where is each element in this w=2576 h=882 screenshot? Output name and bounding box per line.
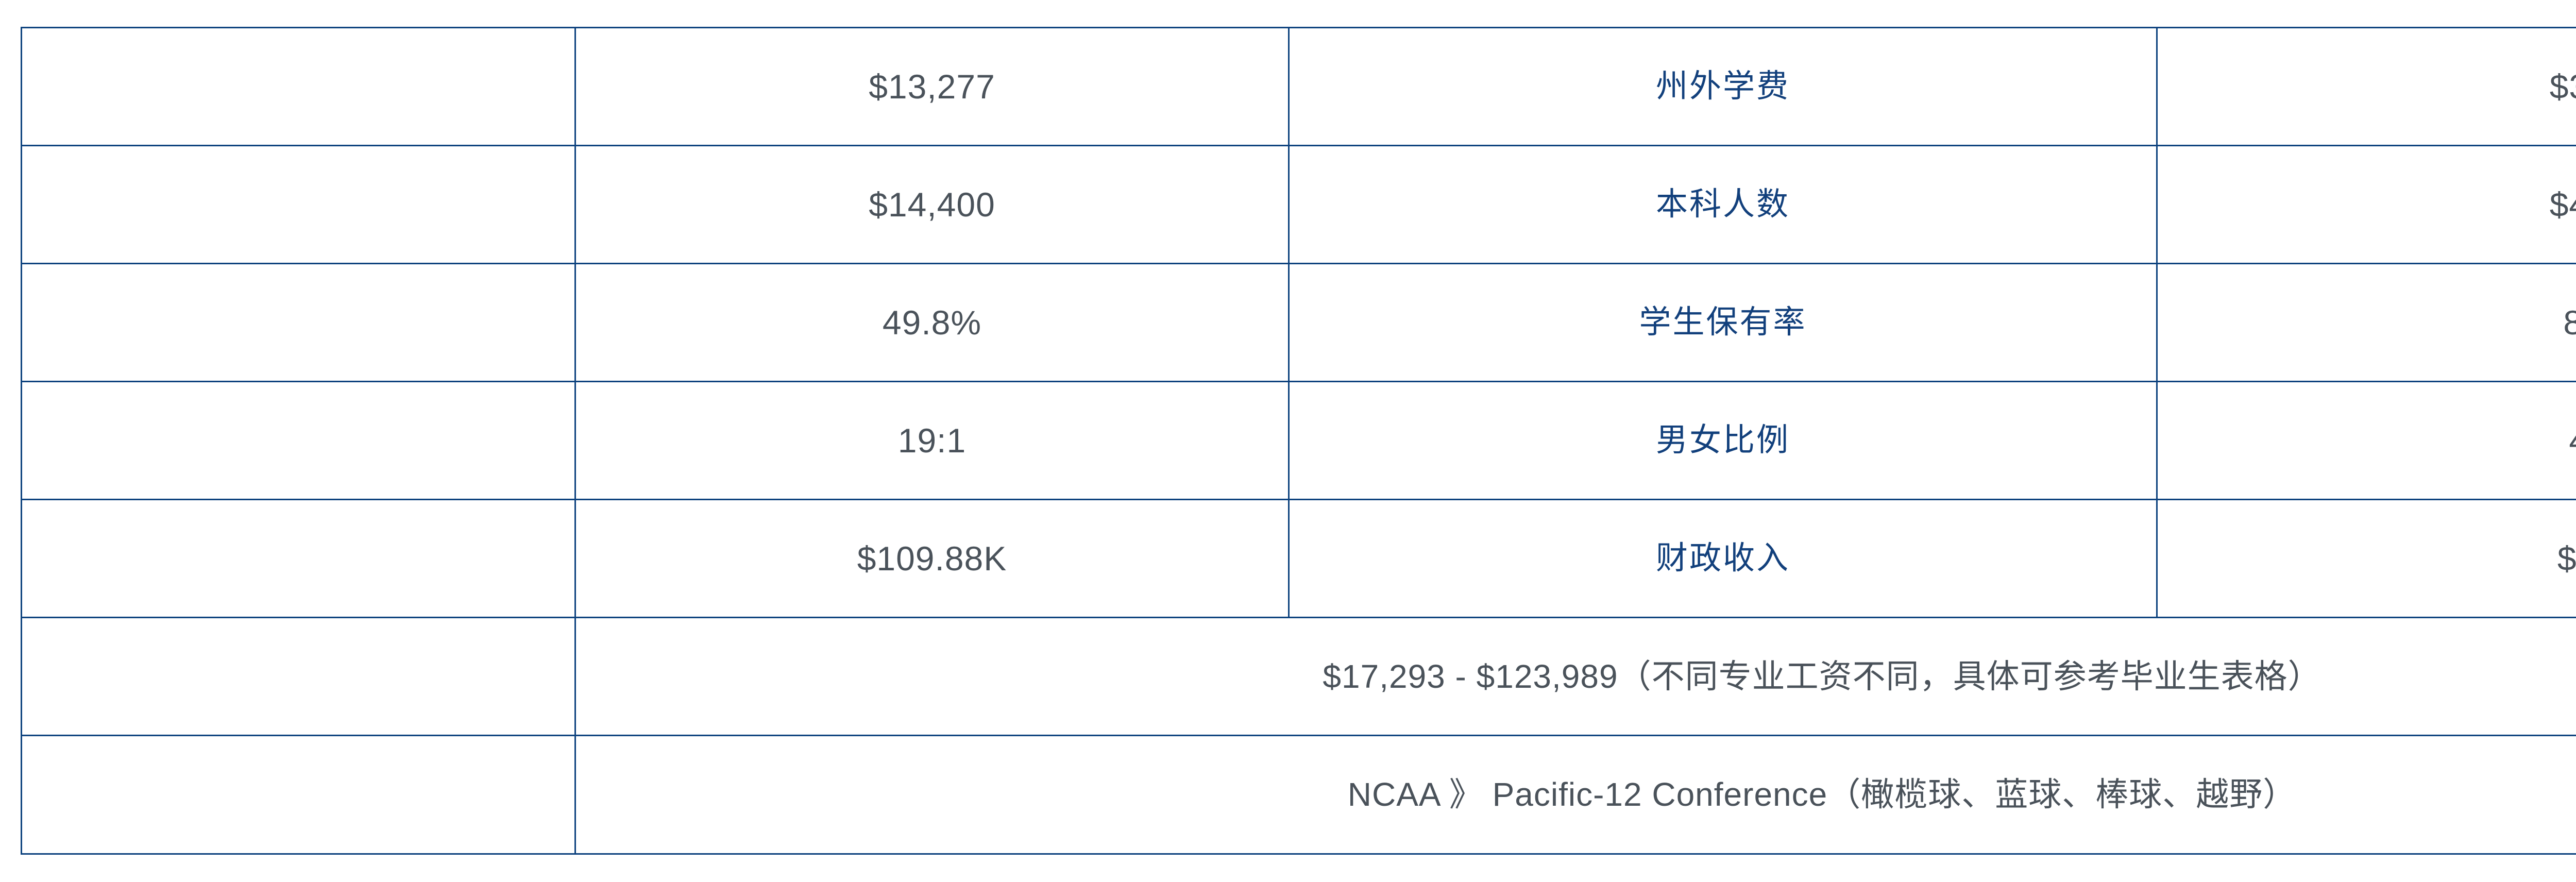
row-label-athletic-association: 体育协会 xyxy=(21,735,576,855)
value-text: 49.8% xyxy=(882,303,982,342)
label-text: 学生保有率 xyxy=(1639,304,1807,340)
value-text: NCAA 》 Pacific-12 Conference（橄榄球、蓝球、棒球、越… xyxy=(1347,776,2297,813)
value-text: $2.66B xyxy=(2557,539,2576,578)
label-text: 财政收入 xyxy=(1655,540,1790,576)
table-row: 体育协会 NCAA 》 Pacific-12 Conference（橄榄球、蓝球… xyxy=(21,735,2576,855)
stats-table-body: 州内学费 $13,277 州外学费 $38,784 住宿生活费 $14,400 … xyxy=(21,27,2576,855)
table-row: 州内学费 $13,277 州外学费 $38,784 xyxy=(21,27,2576,146)
label-text: 毕业生工资 xyxy=(214,658,382,694)
value-text: $38,784 xyxy=(2549,67,2576,106)
row-label-retention-rate: 学生保有率 xyxy=(1288,263,2158,382)
label-text: 男女比例 xyxy=(1655,422,1790,458)
table-row: 住宿生活费 $14,400 本科人数 $41,899 xyxy=(21,145,2576,264)
table-row: 毕业生工资 $17,293 - $123,989（不同专业工资不同，具体可参考毕… xyxy=(21,617,2576,736)
value-text: $14,400 xyxy=(869,185,995,224)
row-value-retention-rate: 87.7% xyxy=(2156,263,2576,382)
row-label-undergrad-count: 本科人数 xyxy=(1288,145,2158,264)
label-text: 州外学费 xyxy=(1655,68,1790,104)
table-row: 毕业率 49.8% 学生保有率 87.7% xyxy=(21,263,2576,382)
value-text: 45:55 xyxy=(2158,422,2576,460)
label-text: 州内学费 xyxy=(231,68,365,104)
row-value-in-state-tuition: $13,277 xyxy=(574,27,1290,146)
label-text: 本科人数 xyxy=(1655,186,1790,222)
row-value-faculty-salary: $109.88K xyxy=(574,499,1290,618)
row-value-out-of-state-tuition: $38,784 xyxy=(2156,27,2576,146)
row-label-graduate-salary: 毕业生工资 xyxy=(21,617,576,736)
row-label-room-and-board: 住宿生活费 xyxy=(21,145,576,264)
row-label-in-state-tuition: 州内学费 xyxy=(21,27,576,146)
label-text: 体育协会 xyxy=(231,776,365,812)
row-value-graduate-salary: $17,293 - $123,989（不同专业工资不同，具体可参考毕业生表格） xyxy=(574,617,2576,736)
label-text: 毕业率 xyxy=(248,304,349,340)
label-text: 学生教授比 xyxy=(214,422,382,458)
row-value-financial-revenue: $2.66B xyxy=(2156,499,2576,618)
row-label-student-faculty-ratio: 学生教授比 xyxy=(21,381,576,500)
value-text: $17,293 - $123,989（不同专业工资不同，具体可参考毕业生表格） xyxy=(1323,657,2321,695)
row-value-student-faculty-ratio: 19:1 xyxy=(574,381,1290,500)
row-value-room-and-board: $14,400 xyxy=(574,145,1290,264)
value-text: $13,277 xyxy=(869,67,995,106)
row-label-graduation-rate: 毕业率 xyxy=(21,263,576,382)
row-value-undergrad-count: $41,899 xyxy=(2156,145,2576,264)
row-value-graduation-rate: 49.8% xyxy=(574,263,1290,382)
value-text: $109.88K xyxy=(857,539,1007,578)
row-value-gender-ratio: 45:55 xyxy=(2156,381,2576,500)
table-row: 教职工年薪 $109.88K 财政收入 $2.66B xyxy=(21,499,2576,618)
value-text: 19:1 xyxy=(897,421,967,460)
value-text: 87.7% xyxy=(2563,303,2576,342)
label-text: 教职工年薪 xyxy=(214,540,382,576)
row-label-out-of-state-tuition: 州外学费 xyxy=(1288,27,2158,146)
row-label-gender-ratio: 男女比例 xyxy=(1288,381,2158,500)
label-text: 住宿生活费 xyxy=(214,186,382,222)
university-stats-table: 州内学费 $13,277 州外学费 $38,784 住宿生活费 $14,400 … xyxy=(21,27,2576,855)
value-text: $41,899 xyxy=(2549,185,2576,224)
row-label-faculty-salary: 教职工年薪 xyxy=(21,499,576,618)
table-row: 学生教授比 19:1 男女比例 45:55 xyxy=(21,381,2576,500)
row-value-athletic-association: NCAA 》 Pacific-12 Conference（橄榄球、蓝球、棒球、越… xyxy=(574,735,2576,855)
row-label-financial-revenue: 财政收入 xyxy=(1288,499,2158,618)
